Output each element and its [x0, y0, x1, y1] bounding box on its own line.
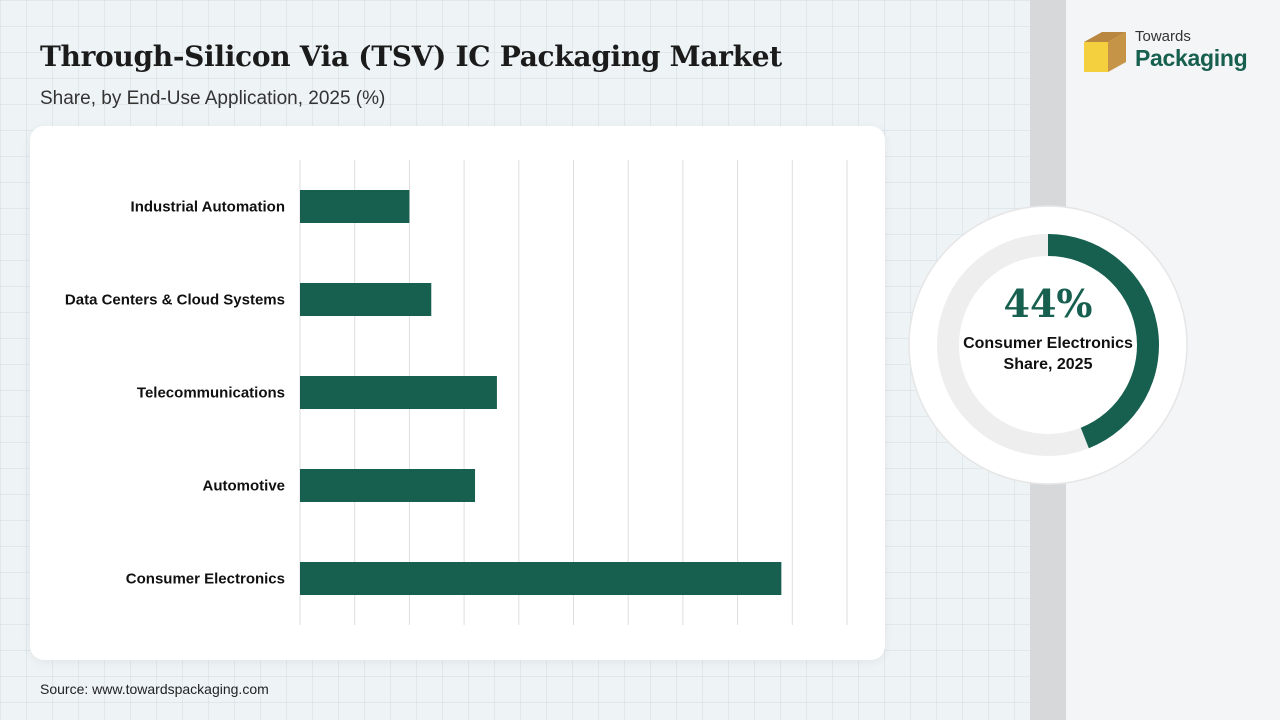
- bar: [300, 283, 432, 316]
- donut-caption: Consumer Electronics Share, 2025: [963, 335, 1133, 373]
- donut-chart: [908, 205, 1188, 485]
- category-label: Data Centers & Cloud Systems: [65, 292, 285, 309]
- source-note: Source: www.towardspackaging.com: [40, 681, 269, 697]
- logo-text-towards: Towards: [1135, 28, 1191, 45]
- bar-chart: Industrial Automation Data Centers & Clou…: [65, 160, 848, 625]
- box-logo-icon: [1084, 32, 1126, 72]
- donut-arc: [1047, 234, 1159, 449]
- bar: [300, 562, 782, 595]
- bar: [300, 190, 410, 223]
- donut-value: 44%: [1003, 281, 1093, 326]
- category-label: Telecommunications: [137, 385, 285, 402]
- chart-title: Through-Silicon Via (TSV) IC Packaging M…: [40, 40, 782, 73]
- logo-text-packaging: Packaging: [1135, 45, 1248, 71]
- category-label: Industrial Automation: [131, 199, 285, 216]
- share-donut: 44% Consumer Electronics Share, 2025: [906, 203, 1190, 487]
- bar: [300, 376, 497, 409]
- bar: [300, 469, 476, 502]
- chart-subtitle: Share, by End-Use Application, 2025 (%): [40, 88, 386, 109]
- category-label: Consumer Electronics: [126, 571, 285, 588]
- chart-card: Industrial Automation Data Centers & Clou…: [30, 126, 885, 660]
- brand-logo: Towards Packaging: [1082, 28, 1262, 78]
- category-label: Automotive: [203, 478, 286, 495]
